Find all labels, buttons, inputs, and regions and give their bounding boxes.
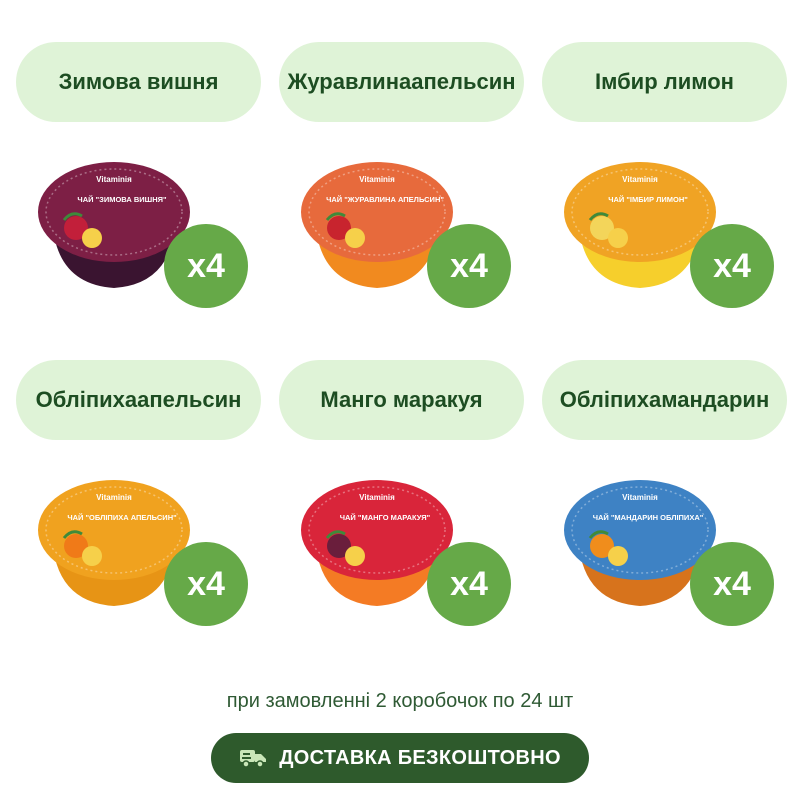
brand-logo: Vitaminiя [96, 175, 132, 184]
flavor-name-line1: Зимова вишня [58, 69, 219, 94]
lid-title: ЧАЙ "ОБЛІПИХА АПЕЛЬСИН" [67, 513, 177, 522]
quantity-badge: x4 [164, 542, 248, 626]
product-card[interactable]: Журавлина апельсин Vitaminiя ЧАЙ "ЖУРАВЛИНА… [279, 42, 524, 342]
flavor-label: Обліпиха апельсин [16, 360, 261, 440]
flavor-label: Манго маракуя [279, 360, 524, 440]
lid-title: ЧАЙ "МАНГО МАРАКУЯ" [340, 513, 431, 522]
lid-title: ЧАЙ "ЗИМОВА ВИШНЯ" [77, 195, 167, 204]
flavor-name-line2: апельсин [411, 69, 516, 94]
order-condition-text: при замовленні 2 коробочок по 24 шт [226, 690, 574, 712]
brand-logo: Vitaminiя [359, 175, 395, 184]
product-card[interactable]: Імбир лимон Vitaminiя ЧАЙ "ІМБИР ЛИМОН" x4 [542, 42, 787, 342]
product-card[interactable]: Манго маракуя Vitaminiя ЧАЙ "МАНГО МАРАКУЯ… [279, 360, 524, 660]
truck-icon [239, 747, 267, 769]
flavor-name-line2: апельсин [137, 387, 242, 412]
flavor-label: Імбир лимон [542, 42, 787, 122]
free-delivery-label: ДОСТАВКА БЕЗКОШТОВНО [279, 746, 561, 769]
quantity-badge: x4 [690, 224, 774, 308]
flavor-name-line1: Обліпиха [559, 387, 662, 412]
flavor-name-line2: мандарин [661, 387, 770, 412]
quantity-badge: x4 [690, 542, 774, 626]
flavor-label: Обліпиха мандарин [542, 360, 787, 440]
quantity-badge: x4 [427, 542, 511, 626]
tea-cup-image: Vitaminiя ЧАЙ "ЗИМОВА ВИШНЯ" [34, 154, 194, 294]
tea-cup-image: Vitaminiя ЧАЙ "ІМБИР ЛИМОН" [560, 154, 720, 294]
quantity-badge: x4 [427, 224, 511, 308]
brand-logo: Vitaminiя [622, 175, 658, 184]
free-delivery-button[interactable]: ДОСТАВКА БЕЗКОШТОВНО [211, 733, 589, 783]
quantity-badge: x4 [164, 224, 248, 308]
tea-cup-image: Vitaminiя ЧАЙ "МАНГО МАРАКУЯ" [297, 472, 457, 612]
flavor-name-line1: Імбир лимон [595, 69, 734, 94]
brand-logo: Vitaminiя [96, 493, 132, 502]
product-card[interactable]: Обліпиха апельсин Vitaminiя ЧАЙ "ОБЛІПИХА А… [16, 360, 261, 660]
flavor-name-line1: Манго маракуя [320, 387, 483, 412]
lid-title: ЧАЙ "ІМБИР ЛИМОН" [608, 195, 688, 204]
brand-logo: Vitaminiя [622, 493, 658, 502]
brand-logo: Vitaminiя [359, 493, 395, 502]
flavor-name-line1: Журавлина [287, 69, 412, 94]
flavor-label: Журавлина апельсин [279, 42, 524, 122]
tea-cup-image: Vitaminiя ЧАЙ "ЖУРАВЛИНА АПЕЛЬСИН" [297, 154, 457, 294]
flavor-name-line1: Обліпиха [35, 387, 138, 412]
tea-cup-image: Vitaminiя ЧАЙ "ОБЛІПИХА АПЕЛЬСИН" [34, 472, 194, 612]
flavor-label: Зимова вишня [16, 42, 261, 122]
tea-cup-image: Vitaminiя ЧАЙ "МАНДАРИН ОБЛІПИХА" [560, 472, 720, 612]
lid-title: ЧАЙ "МАНДАРИН ОБЛІПИХА" [593, 513, 704, 522]
product-card[interactable]: Обліпиха мандарин Vitaminiя ЧАЙ "МАНДАРИН О… [542, 360, 787, 660]
product-card[interactable]: Зимова вишня Vitaminiя ЧАЙ "ЗИМОВА ВИШНЯ" x… [16, 42, 261, 342]
lid-title: ЧАЙ "ЖУРАВЛИНА АПЕЛЬСИН" [326, 195, 444, 204]
